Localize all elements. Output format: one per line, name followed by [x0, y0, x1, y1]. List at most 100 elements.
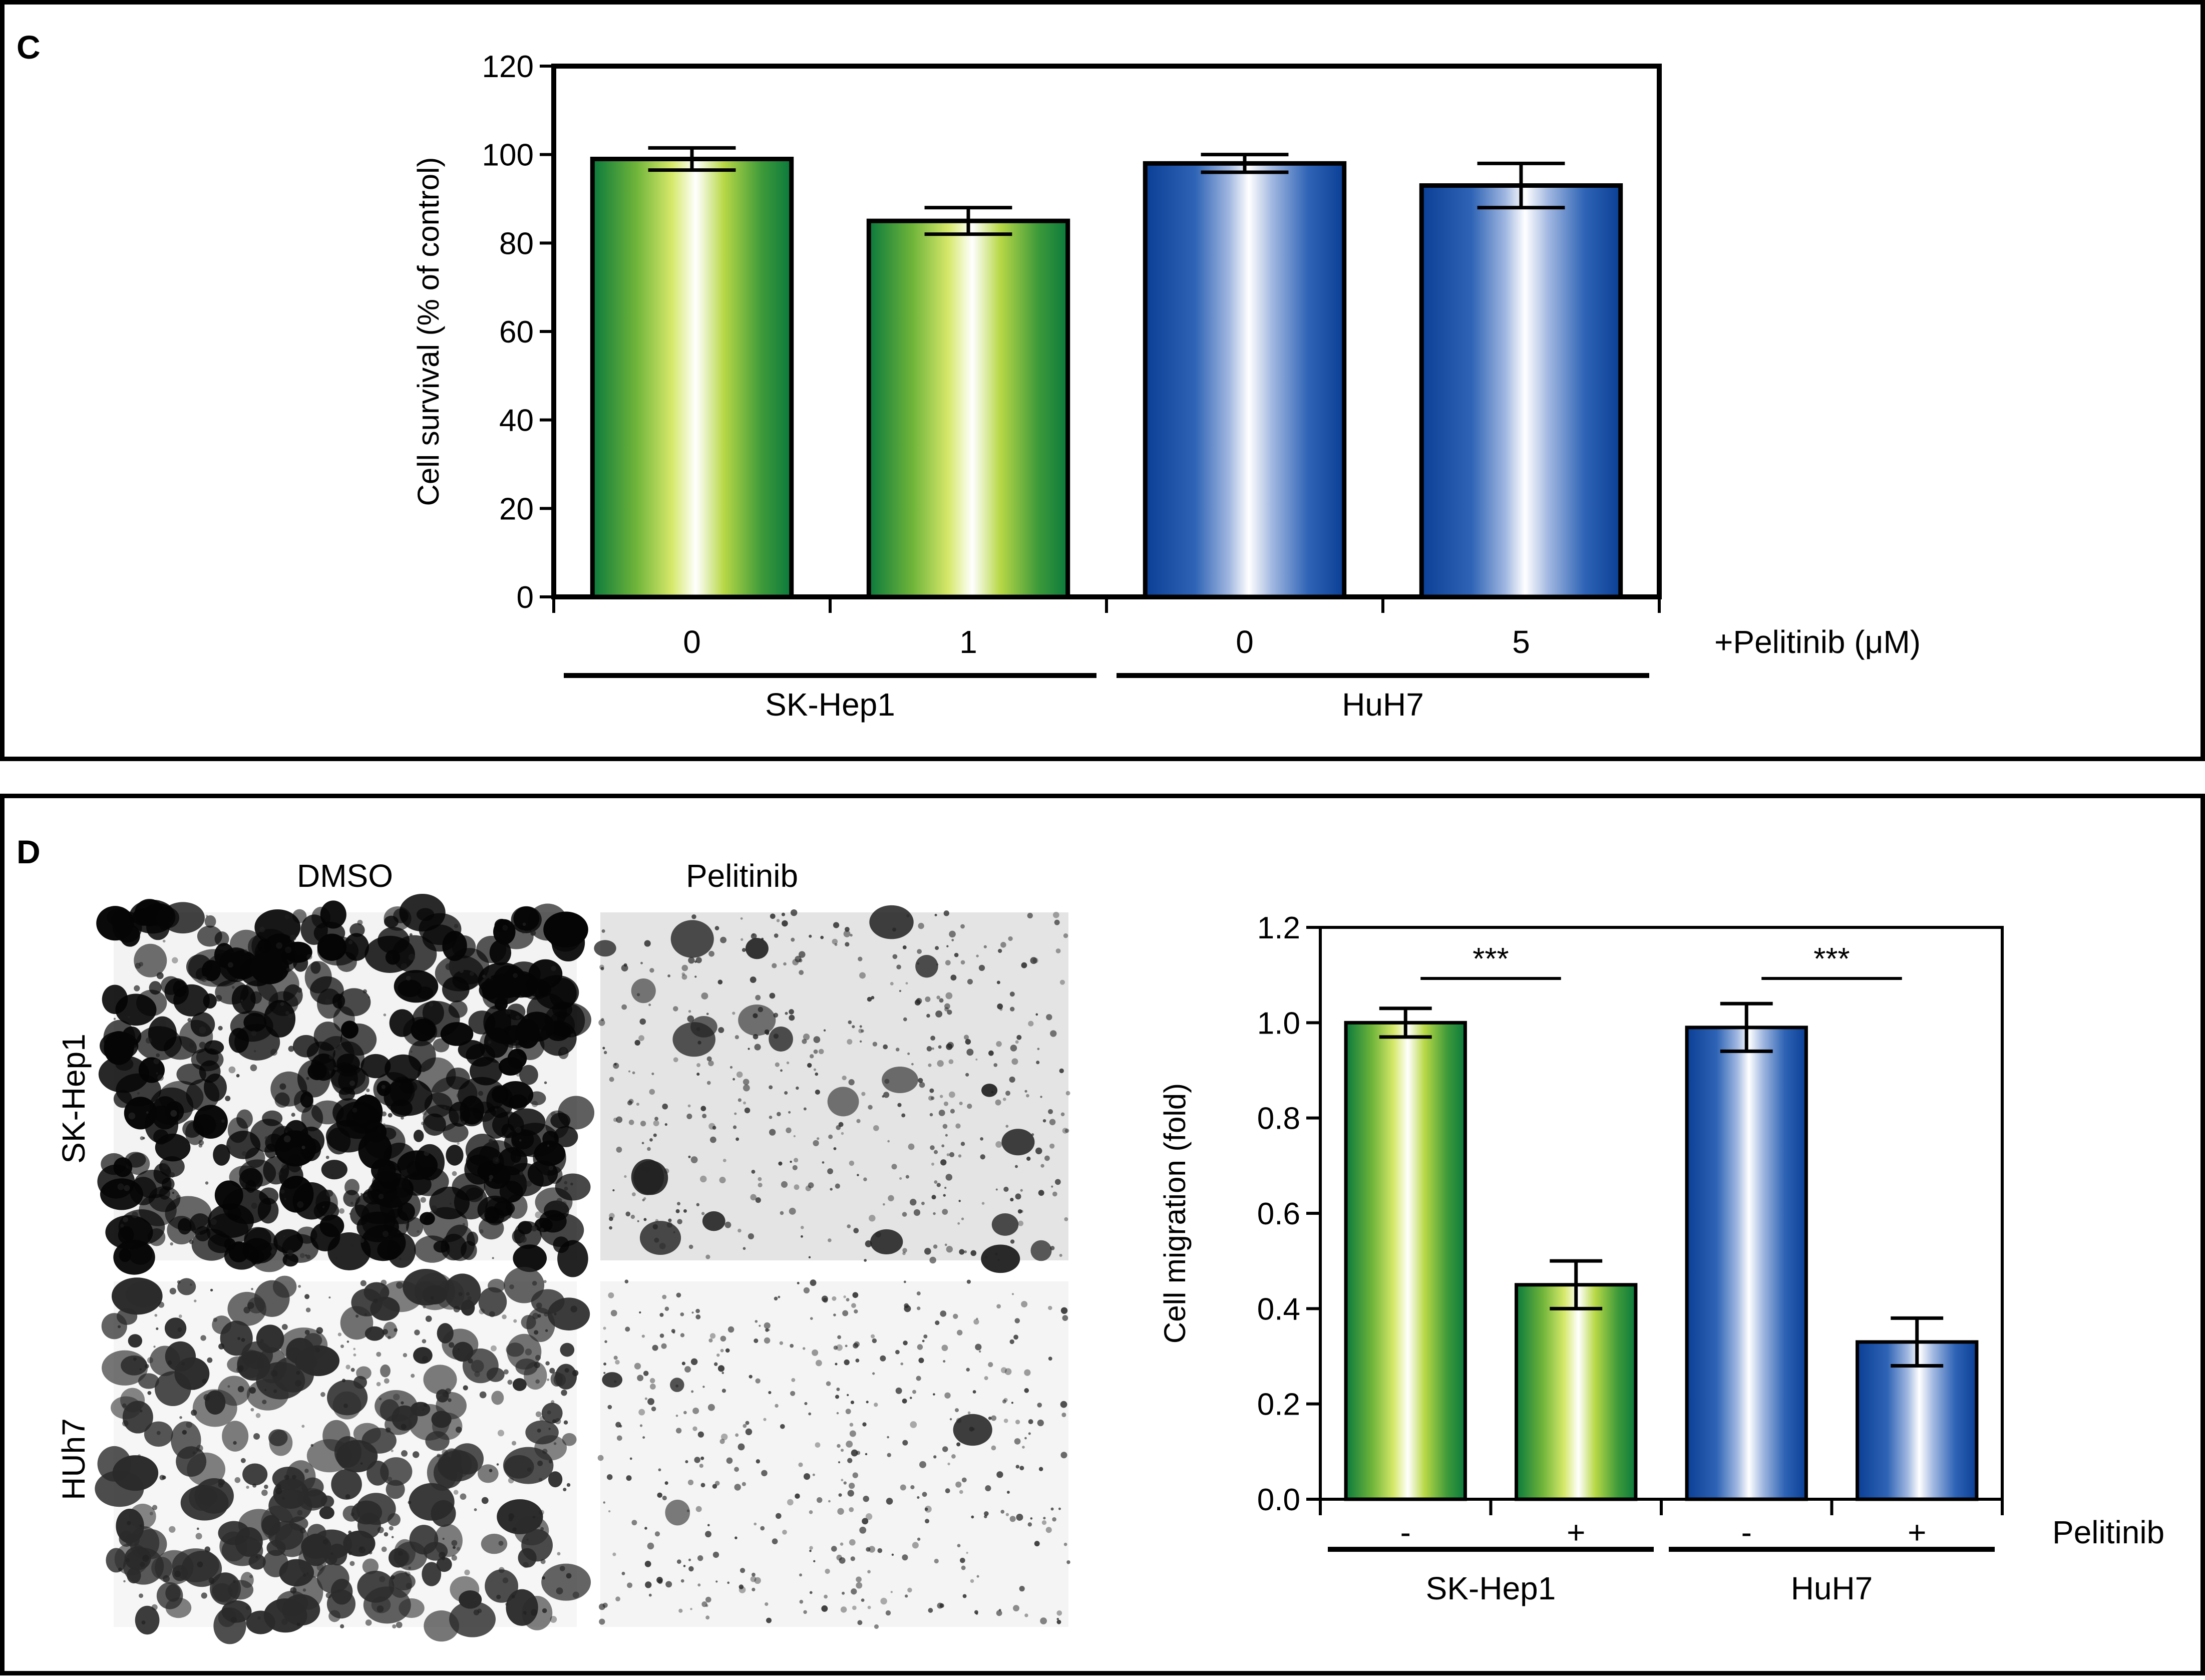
cell-dot [721, 1372, 724, 1374]
cell-dot [750, 1194, 757, 1201]
cell-spot [416, 908, 435, 921]
cell-dot [917, 1344, 923, 1350]
cell-dot [813, 1036, 821, 1043]
cell-spot [562, 1433, 577, 1446]
cell-dot [642, 1436, 645, 1439]
cell-dot [1010, 1006, 1015, 1012]
cell-dot [714, 1481, 720, 1486]
cell-dot [352, 1107, 357, 1113]
cell-dot [948, 1059, 954, 1065]
chart-c-ylabel: Cell survival (% of control) [412, 157, 445, 506]
cell-dot [826, 1381, 831, 1386]
cell-dot [690, 1607, 692, 1610]
cell-dot [708, 1060, 714, 1067]
cell-dot [140, 1410, 143, 1413]
cell-dot [714, 1362, 718, 1366]
cell-dot [732, 1078, 736, 1081]
cell-dot [675, 1428, 682, 1434]
cell-dot [534, 1330, 539, 1335]
cell-dot [790, 1391, 796, 1396]
cell-dot [381, 1085, 386, 1089]
cell-dot [489, 1311, 495, 1317]
cell-dot [264, 1136, 268, 1140]
cell-dot [328, 1296, 331, 1299]
cell-dot [124, 1185, 130, 1191]
cell-dot [843, 930, 851, 937]
cell-dot [944, 1243, 947, 1246]
cell-spot [555, 1173, 591, 1201]
cell-dot [813, 1068, 817, 1071]
cell-spot [316, 1563, 349, 1594]
cell-dot [637, 1375, 644, 1382]
cell-dot [940, 1095, 943, 1098]
cell-dot [610, 1309, 617, 1316]
cell-dot [776, 1513, 782, 1519]
cell-dot [740, 1568, 746, 1573]
cell-dot [359, 1546, 363, 1550]
cell-dot [616, 1435, 622, 1441]
cell-dot [726, 1457, 733, 1464]
cell-spot [324, 1552, 337, 1565]
cell-dot [227, 962, 233, 968]
cell-dot [159, 1475, 165, 1481]
cell-dot [251, 1202, 257, 1209]
cell-dot [778, 1295, 781, 1298]
cell-dot [422, 1339, 427, 1343]
cell-dot [755, 1197, 761, 1203]
cell-spot [239, 1168, 263, 1191]
cell-dot [743, 1079, 750, 1085]
cell-spot [248, 1554, 266, 1570]
cell-dot [803, 1610, 807, 1614]
cell-spot [481, 1533, 508, 1554]
cell-dot [147, 1391, 152, 1395]
cell-dot [169, 1172, 175, 1178]
cell-dot [903, 1340, 908, 1346]
chart-c-category-label-3: 0 [1236, 624, 1254, 660]
cell-dot [422, 1409, 425, 1411]
cell-dot [1016, 1514, 1023, 1521]
cell-dot [359, 1238, 364, 1243]
cell-dot [306, 954, 312, 960]
cell-dot [408, 953, 416, 961]
cell-spot [423, 1207, 468, 1243]
cell-dot [424, 1150, 430, 1156]
cell-spot [450, 1576, 480, 1602]
cell-dot [929, 1256, 936, 1264]
cell-dot [867, 996, 872, 1002]
cell-dot [924, 1248, 931, 1255]
cell-dot [995, 1188, 998, 1191]
cell-spot [513, 1244, 547, 1272]
cell-dot [1037, 1048, 1040, 1051]
cell-spot [506, 1342, 524, 1357]
cell-dot [345, 1365, 350, 1370]
cell-dot [866, 1401, 869, 1404]
cell-dot [140, 1562, 145, 1567]
cell-dot [843, 1481, 847, 1485]
cell-dot [162, 1162, 169, 1170]
cell-dot [852, 1605, 857, 1610]
cell-dot [156, 1072, 158, 1075]
cell-dot [409, 933, 413, 936]
cell-dot [566, 1483, 571, 1487]
cell-dot [383, 1013, 387, 1017]
cell-dot [280, 1189, 285, 1194]
cell-dot [328, 1213, 331, 1216]
cell-dot [736, 1071, 743, 1078]
cell-spot [327, 1232, 371, 1270]
cell-dot [531, 1101, 538, 1108]
chart-c-ytick-label: 20 [499, 492, 534, 526]
cell-dot [204, 1546, 211, 1552]
cell-spot [138, 1373, 159, 1389]
cell-dot [1060, 1307, 1068, 1314]
cell-dot [897, 1103, 902, 1107]
cell-dot [902, 1248, 907, 1253]
cell-dot [408, 1500, 412, 1504]
cell-dot [799, 1599, 804, 1604]
cell-dot [708, 1123, 715, 1130]
cell-dot [1017, 1209, 1022, 1214]
cell-spot [827, 1087, 859, 1117]
cell-spot [293, 1090, 313, 1113]
cell-dot [680, 1333, 685, 1337]
cell-dot [123, 1580, 126, 1583]
cell-dot [649, 1089, 655, 1095]
